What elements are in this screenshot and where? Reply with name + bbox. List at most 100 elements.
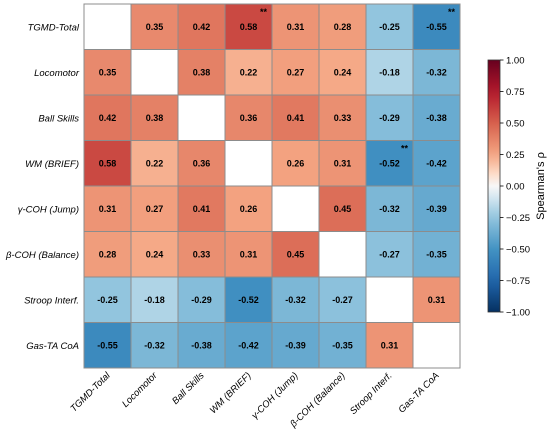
cell-value-label: 0.41 bbox=[287, 113, 305, 123]
heatmap-cell bbox=[83, 231, 132, 278]
cell-value-label: -0.35 bbox=[332, 340, 353, 350]
cell-value-label: 0.28 bbox=[99, 249, 117, 259]
cell-value-label: 0.24 bbox=[334, 67, 352, 77]
cell-value-label: 0.58 bbox=[240, 22, 258, 32]
cell-value-label: 0.36 bbox=[240, 113, 258, 123]
cell-value-label: 0.28 bbox=[334, 22, 352, 32]
colorbar-tick-label: 0.25 bbox=[506, 150, 525, 161]
colorbar-gradient bbox=[487, 59, 501, 313]
cell-value-label: 0.27 bbox=[287, 67, 305, 77]
cell-value-label: -0.25 bbox=[97, 295, 118, 305]
heatmap-cell bbox=[271, 231, 320, 278]
cell-value-label: 0.45 bbox=[287, 249, 305, 259]
heatmap-cell bbox=[224, 322, 273, 369]
row-label: TGMD-Total bbox=[28, 22, 80, 33]
cell-value-label: 0.38 bbox=[146, 113, 164, 123]
colorbar: 1.00 0.75 0.50 0.25 0.00 −0.25 −0.50 −0.75 −1.00… bbox=[487, 55, 547, 318]
colorbar-tick-label: −0.50 bbox=[506, 244, 530, 255]
cell-value-label: 0.26 bbox=[287, 158, 305, 168]
heatmap-cell bbox=[224, 94, 273, 141]
heatmap-cell bbox=[318, 276, 367, 323]
cell-value-label: 0.58 bbox=[99, 158, 117, 168]
heatmap-cell bbox=[83, 276, 132, 323]
heatmap-cell bbox=[177, 3, 226, 50]
heatmap-cell bbox=[412, 140, 461, 187]
cell-value-label: 0.31 bbox=[99, 204, 117, 214]
column-label: γ-COH (Jump) bbox=[250, 370, 301, 421]
row-label: Locomotor bbox=[34, 68, 80, 79]
heatmap-cell bbox=[412, 276, 461, 323]
heatmap-cell bbox=[224, 276, 273, 323]
row-labels: TGMD-Total Locomotor Ball Skills WM (BRIEF)… bbox=[5, 22, 80, 352]
colorbar-tick-label: 0.75 bbox=[506, 87, 525, 98]
colorbar-title: Spearman's ρ bbox=[535, 152, 547, 220]
column-label: Locomotor bbox=[120, 370, 160, 410]
row-label: Stroop Interf. bbox=[24, 295, 79, 306]
cell-value-label: 0.27 bbox=[146, 204, 164, 214]
cell-value-label: 0.38 bbox=[193, 67, 211, 77]
heatmap-cell bbox=[130, 94, 179, 141]
heatmap-cell bbox=[271, 276, 320, 323]
cell-value-label: -0.55 bbox=[97, 340, 118, 350]
heatmap-cell bbox=[177, 185, 226, 232]
colorbar-tick-label: 1.00 bbox=[506, 55, 525, 66]
heatmap-cell bbox=[365, 276, 414, 323]
heatmap-cell bbox=[365, 140, 414, 187]
column-label: Gas-TA CoA bbox=[397, 370, 442, 415]
cell-value-label: -0.38 bbox=[426, 113, 447, 123]
cell-value-label: -0.39 bbox=[285, 340, 306, 350]
heatmap-cell bbox=[318, 231, 367, 278]
heatmap-cell bbox=[412, 94, 461, 141]
cell-value-label: 0.22 bbox=[240, 67, 258, 77]
heatmap-cell bbox=[318, 94, 367, 141]
significance-marker: ** bbox=[448, 7, 456, 17]
cell-value-label: -0.27 bbox=[379, 249, 400, 259]
cell-value-label: 0.31 bbox=[381, 340, 399, 350]
cell-value-label: -0.52 bbox=[379, 158, 400, 168]
heatmap-cell bbox=[412, 231, 461, 278]
cell-value-label: 0.26 bbox=[240, 204, 258, 214]
heatmap-cell bbox=[365, 322, 414, 369]
heatmap-cell bbox=[177, 94, 226, 141]
cell-value-label: -0.55 bbox=[426, 22, 447, 32]
cell-value-label: 0.35 bbox=[99, 67, 117, 77]
row-label: Gas-TA CoA bbox=[26, 341, 79, 352]
significance-marker: ** bbox=[401, 144, 409, 154]
cell-value-label: -0.32 bbox=[285, 295, 306, 305]
cell-value-label: 0.33 bbox=[334, 113, 352, 123]
heatmap-cell bbox=[177, 276, 226, 323]
heatmap-cell bbox=[83, 49, 132, 96]
colorbar-tick-label: 0.00 bbox=[506, 181, 525, 192]
heatmap-cell bbox=[271, 322, 320, 369]
cell-value-label: 0.31 bbox=[428, 295, 446, 305]
heatmap-cell bbox=[224, 231, 273, 278]
cell-value-label: -0.29 bbox=[379, 113, 400, 123]
cell-value-label: 0.24 bbox=[146, 249, 164, 259]
column-label: WM (BRIEF) bbox=[208, 370, 254, 416]
heatmap-cell bbox=[83, 3, 132, 50]
cell-value-label: -0.27 bbox=[332, 295, 353, 305]
cell-value-label: 0.31 bbox=[334, 158, 352, 168]
column-label: Stroop Interf. bbox=[348, 370, 395, 417]
heatmap-cell bbox=[83, 185, 132, 232]
heatmap-cell bbox=[83, 322, 132, 369]
heatmap-cells: 0.35 0.42 0.58 0.31 0.28 -0.25 -0.55 0.35 0.38 0.… bbox=[83, 3, 461, 369]
cell-value-label: -0.39 bbox=[426, 204, 447, 214]
cell-value-label: 0.42 bbox=[99, 113, 117, 123]
cell-value-label: 0.31 bbox=[240, 249, 258, 259]
row-label: β-COH (Balance) bbox=[5, 250, 79, 261]
heatmap-cell bbox=[318, 49, 367, 96]
row-label: γ-COH (Jump) bbox=[18, 204, 79, 215]
colorbar-tick-label: −0.75 bbox=[506, 276, 530, 287]
column-label: Ball Skills bbox=[170, 370, 207, 407]
heatmap-cell bbox=[412, 322, 461, 369]
heatmap-cell bbox=[318, 322, 367, 369]
colorbar-tick-label: 0.50 bbox=[506, 118, 525, 129]
heatmap-cell bbox=[365, 3, 414, 50]
heatmap-cell bbox=[224, 140, 273, 187]
heatmap-cell bbox=[365, 94, 414, 141]
heatmap-cell bbox=[130, 322, 179, 369]
heatmap-cell bbox=[130, 3, 179, 50]
heatmap-cell bbox=[224, 3, 273, 50]
